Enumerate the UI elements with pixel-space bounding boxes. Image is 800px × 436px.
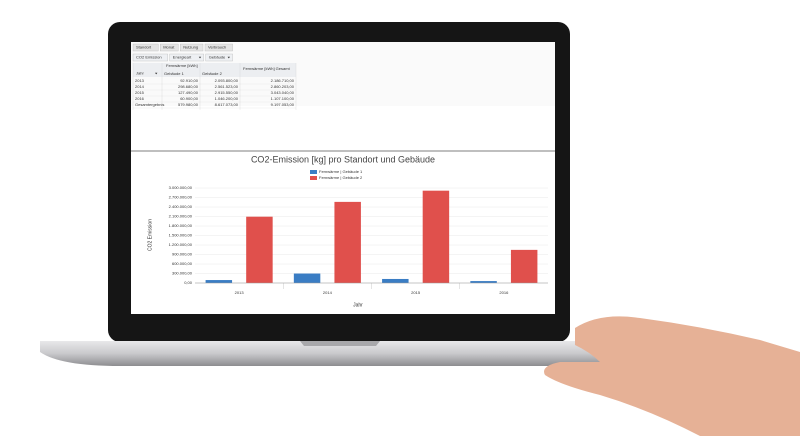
- filter-label: Gebäude: [209, 55, 226, 60]
- tab[interactable]: [132, 43, 159, 52]
- bar: [422, 190, 450, 283]
- tab-label: Nutzung: [183, 45, 198, 50]
- column-header: Gebäude 1: [164, 71, 185, 76]
- table-cell: 9.197.053,00: [271, 102, 295, 107]
- column-field: Fernwärme [kWh]: [166, 63, 198, 68]
- tab-label: Standort: [136, 45, 152, 50]
- tab-label: Verbrauch: [208, 45, 226, 50]
- table-cell: 2016: [135, 96, 145, 101]
- filter-button[interactable]: [205, 53, 233, 62]
- filter-button[interactable]: [132, 53, 168, 62]
- hand: [544, 316, 800, 436]
- table-cell: 1.107.100,00: [271, 96, 295, 101]
- tab[interactable]: [204, 43, 233, 52]
- x-tick-label: 2016: [499, 290, 509, 295]
- y-tick-label: 0,00: [184, 280, 193, 285]
- bar: [205, 280, 233, 283]
- table-cell: 92.910,00: [180, 78, 199, 83]
- table-cell: 127.490,00: [178, 90, 199, 95]
- table-cell: 60.900,00: [180, 96, 199, 101]
- y-tick-label: 600.000,00: [172, 261, 193, 266]
- y-tick-label: 1.200.000,00: [169, 242, 193, 247]
- dropdown-arrow: [155, 72, 158, 75]
- laptop-base: [40, 341, 640, 366]
- bar: [334, 201, 361, 283]
- legend-swatch: [310, 170, 317, 174]
- filter-label: Energieart: [173, 55, 192, 60]
- dropdown-arrow: [227, 56, 230, 59]
- y-tick-label: 300.000,00: [172, 271, 193, 276]
- table-header-bg: [133, 63, 296, 77]
- table-cell: 579.980,00: [178, 102, 199, 107]
- chart-title: CO2-Emission [kg] pro Standort und Gebäu…: [251, 154, 435, 164]
- legend-label: Fernwärme | Gebäude 2: [319, 175, 363, 180]
- table-cell: 2.561.523,00: [215, 84, 239, 89]
- bar: [510, 249, 538, 283]
- column-header: Gebäude 2: [202, 71, 223, 76]
- filter-label: CO2 Emission: [136, 55, 162, 60]
- filter-button[interactable]: [169, 53, 204, 62]
- x-axis-label: Jahr: [353, 302, 363, 308]
- y-tick-label: 1.500.000,00: [169, 233, 193, 238]
- table-cell: 2.093.800,00: [215, 78, 239, 83]
- tab[interactable]: [180, 43, 204, 52]
- dropdown-arrow: [198, 56, 202, 59]
- x-tick-label: 2013: [235, 290, 245, 295]
- table-cell: 3.043.040,00: [271, 90, 295, 95]
- bar: [382, 278, 409, 283]
- bar: [246, 216, 273, 283]
- table-cell: 1.046.200,00: [215, 96, 239, 101]
- y-tick-label: 900.000,00: [172, 252, 193, 257]
- table-cell: 2.186.710,00: [271, 78, 295, 83]
- row-field: Jahr: [136, 71, 144, 76]
- legend-label: Fernwärme | Gebäude 1: [319, 169, 363, 174]
- table-cell: 2014: [135, 84, 145, 89]
- tab-label: Monat: [163, 45, 175, 50]
- legend-swatch: [310, 176, 317, 180]
- table-cell: 8.617.073,00: [215, 102, 239, 107]
- y-tick-label: 3.000.000,00: [169, 185, 193, 190]
- y-tick-label: 1.800.000,00: [169, 223, 193, 228]
- table-cell: 298.680,00: [178, 84, 199, 89]
- table-cell: 2013: [135, 78, 145, 83]
- x-tick-label: 2014: [323, 290, 333, 295]
- x-tick-label: 2015: [411, 290, 421, 295]
- table-cell: Gesamtergebnis: [135, 102, 164, 107]
- table-cell: 2.860.203,00: [271, 84, 295, 89]
- total-header: Fernwärme [kWh] Gesamt: [243, 66, 291, 71]
- laptop-notch: [300, 341, 380, 346]
- y-tick-label: 2.100.000,00: [169, 214, 193, 219]
- y-axis-label: CO2 Emission: [147, 219, 153, 251]
- table-cell: 2015: [135, 90, 145, 95]
- y-tick-label: 2.400.000,00: [169, 204, 193, 209]
- bar: [293, 273, 321, 283]
- table-cell: 2.915.550,00: [215, 90, 239, 95]
- tab[interactable]: [160, 43, 179, 52]
- y-tick-label: 2.700.000,00: [169, 195, 193, 200]
- bar: [470, 281, 497, 283]
